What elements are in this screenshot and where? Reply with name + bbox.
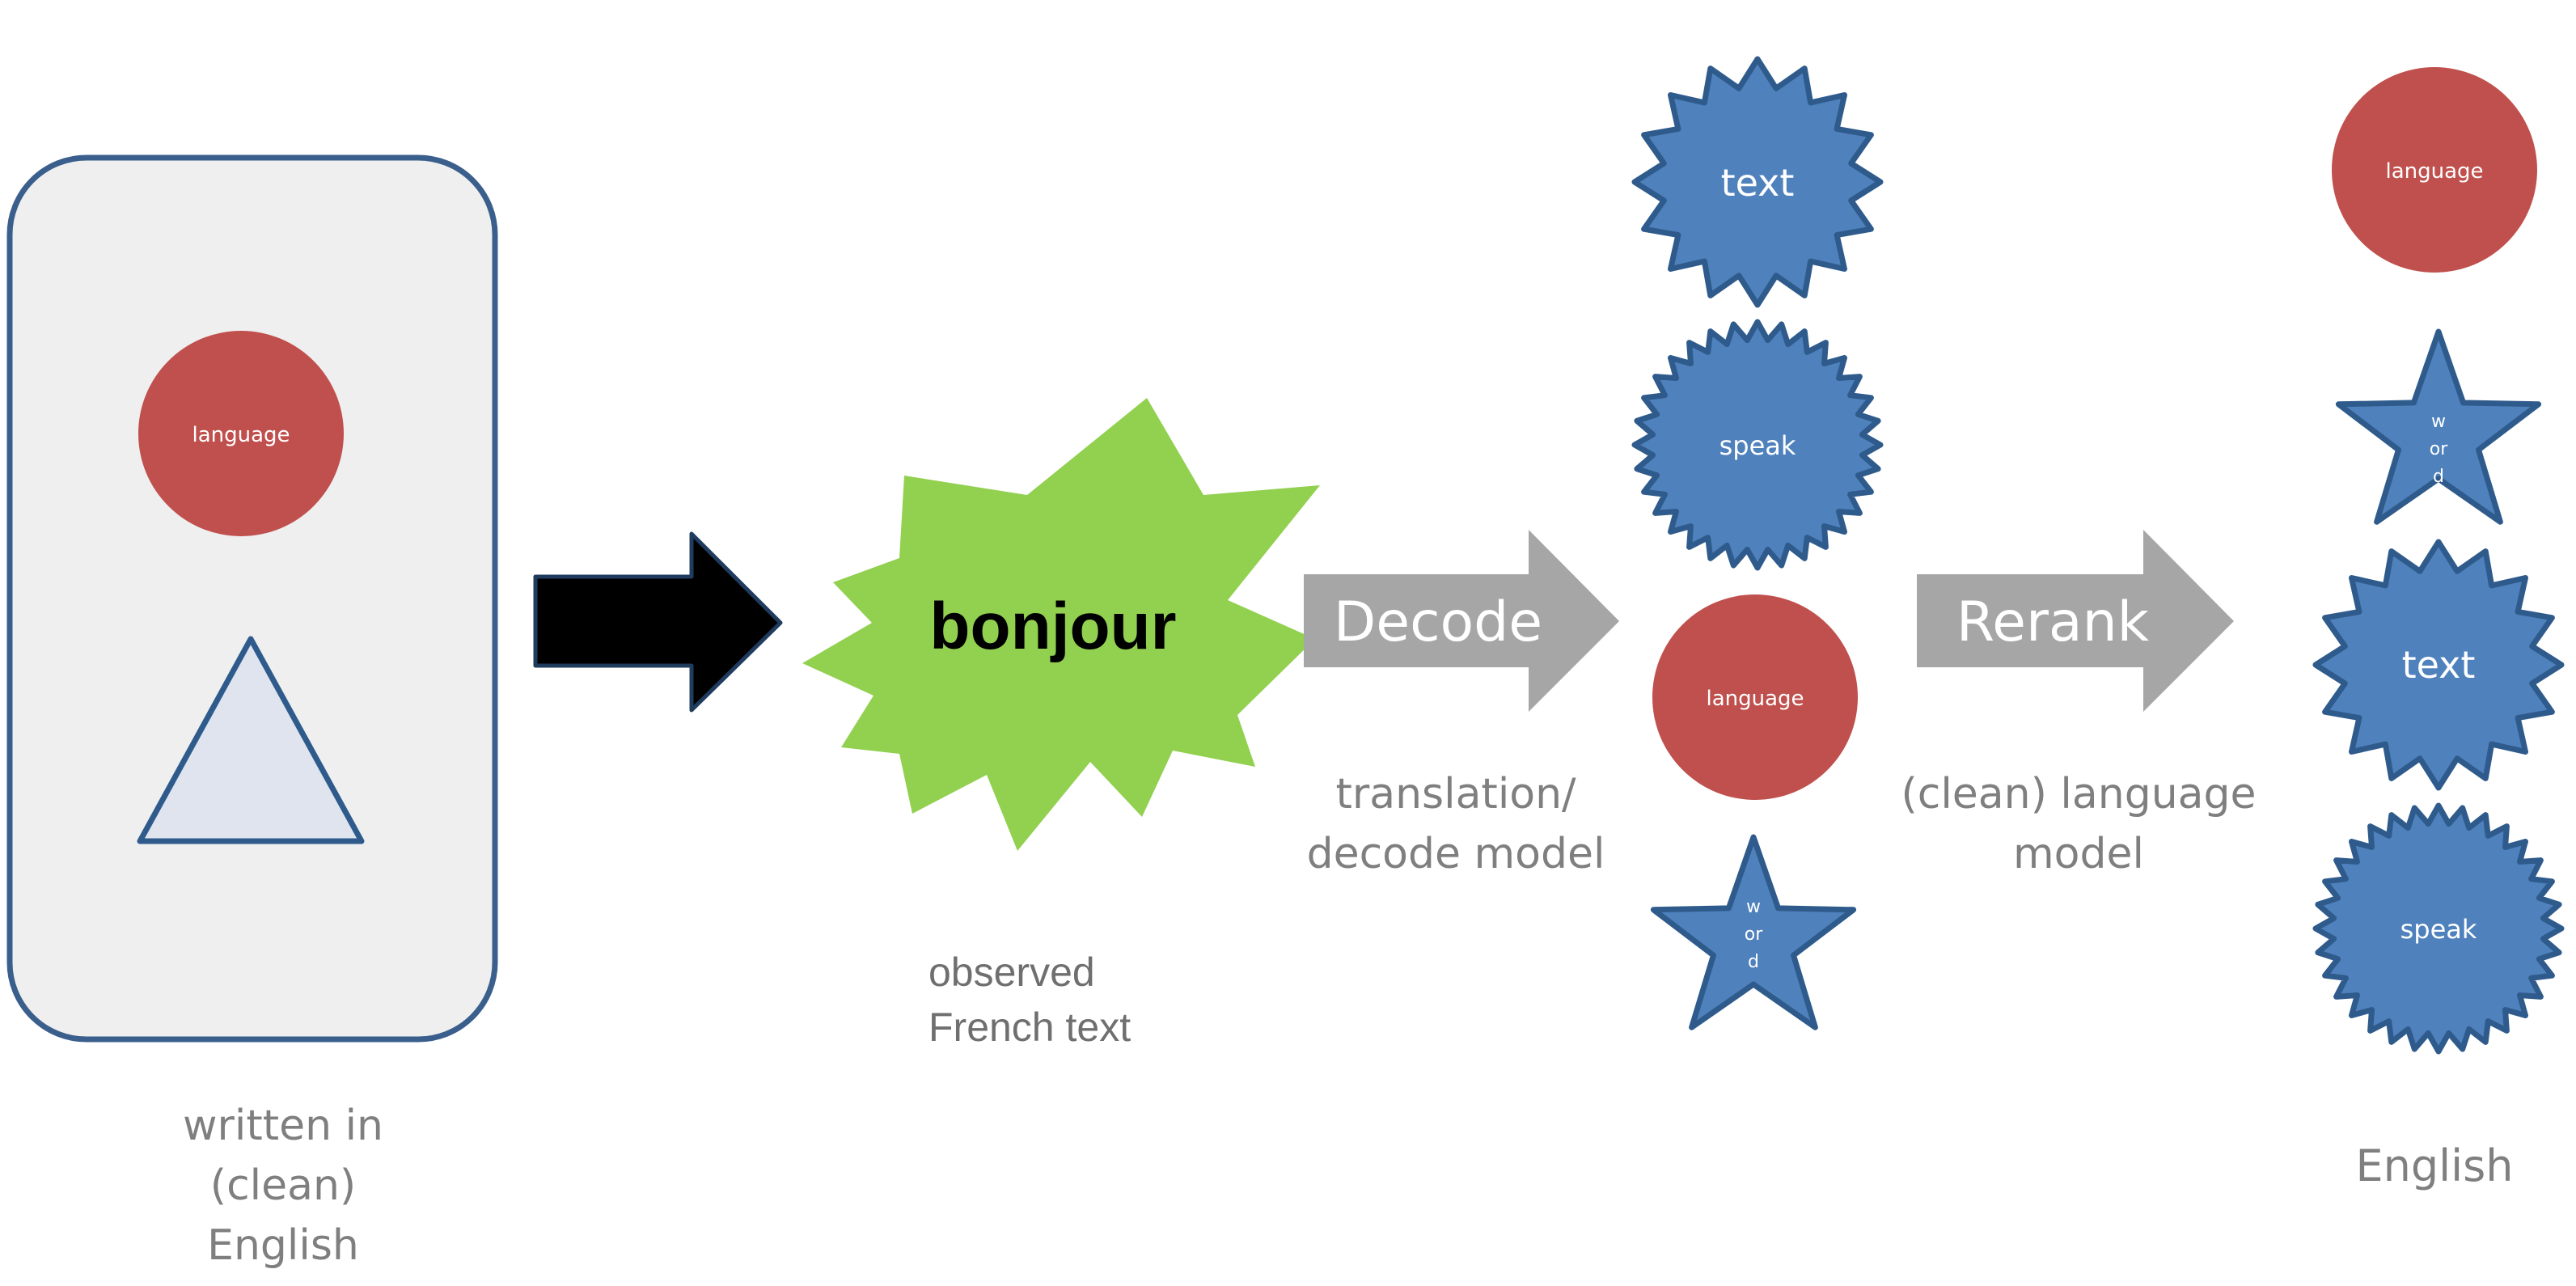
decode-arrow (1304, 530, 1619, 712)
candidate-language-label: language (1706, 687, 1804, 711)
decode-model-caption-line-1: translation/ (1335, 770, 1576, 819)
source-language-circle (138, 331, 344, 536)
candidate-text-burst (1631, 56, 1884, 308)
candidate-speak-seal (1631, 319, 1884, 571)
decode-arrow-label: Decode (1334, 590, 1542, 654)
observed-caption: observed French text (928, 945, 1268, 1055)
output-language-circle (2332, 67, 2537, 273)
output-text-burst (2312, 539, 2565, 791)
source-caption: written in (clean) English (137, 1096, 429, 1275)
source-caption-line-2: (clean) (209, 1161, 357, 1210)
language-model-caption: (clean) language model (1868, 764, 2289, 884)
source-language-label: language (192, 423, 290, 447)
source-caption-line-1: written in (182, 1102, 383, 1150)
candidate-speak-label: speak (1719, 430, 1796, 461)
language-model-caption-line-1: (clean) language (1901, 770, 2257, 819)
candidate-text-label: text (1721, 161, 1795, 205)
output-word-label-w: w (2431, 412, 2446, 432)
rerank-arrow (1917, 530, 2234, 712)
english-caption: English (2355, 1140, 2514, 1191)
observed-burst-shape (802, 398, 1320, 851)
noise-arrow (533, 531, 783, 713)
output-word-star (2335, 328, 2542, 525)
observed-caption-line-1: observed (928, 950, 1095, 995)
candidate-word-label-or: or (1745, 924, 1763, 945)
output-language-label: language (2385, 159, 2483, 184)
source-caption-line-3: English (207, 1221, 359, 1270)
candidate-word-label-d: d (1748, 952, 1759, 972)
candidate-word-star (1650, 834, 1857, 1030)
observed-burst-text: bonjour (929, 590, 1176, 663)
source-panel (6, 154, 498, 1043)
output-text-label: text (2402, 643, 2476, 687)
observed-caption-line-2: French text (928, 1005, 1131, 1050)
output-word-label-d: d (2433, 467, 2444, 487)
decode-model-caption-line-2: decode model (1306, 830, 1605, 878)
output-speak-seal (2312, 802, 2565, 1055)
rerank-arrow-label: Rerank (1956, 590, 2150, 654)
source-triangle (137, 636, 365, 844)
language-model-caption-line-2: model (2013, 830, 2144, 878)
candidate-word-label-w: w (1746, 897, 1761, 917)
output-speak-label: speak (2400, 914, 2477, 945)
output-word-label-or: or (2430, 439, 2448, 459)
candidate-language-circle (1652, 594, 1858, 800)
decode-model-caption: translation/ decode model (1262, 764, 1650, 884)
